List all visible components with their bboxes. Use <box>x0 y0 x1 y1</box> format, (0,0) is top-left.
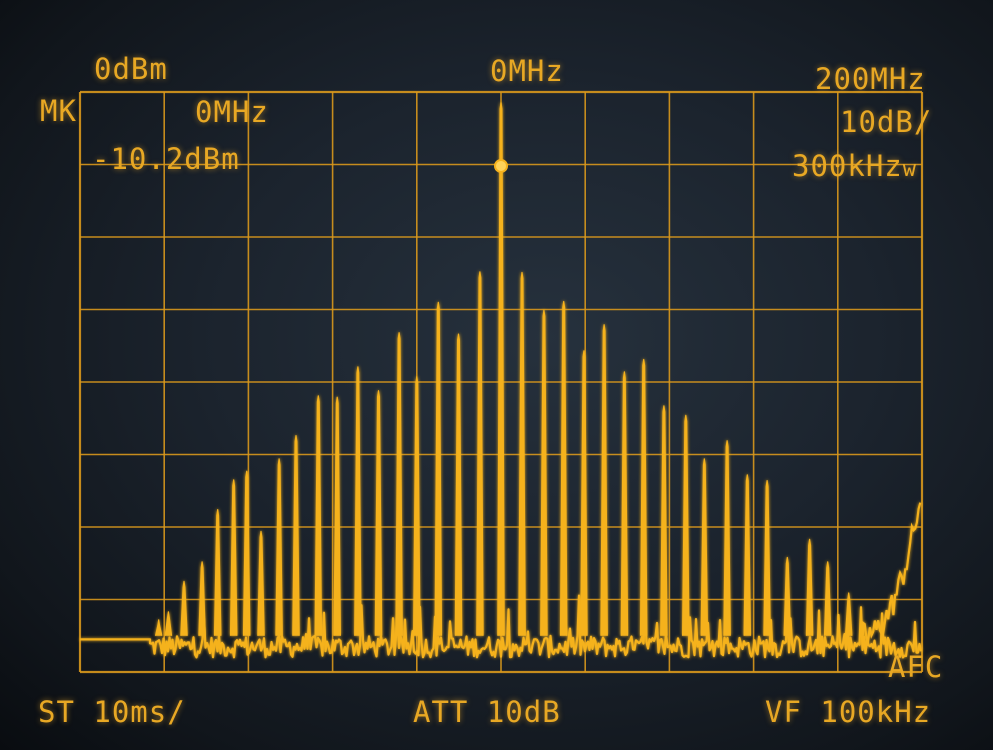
spectral-line <box>497 102 505 636</box>
spectral-line <box>275 458 283 636</box>
spectral-line <box>783 556 792 636</box>
spectral-line <box>333 396 341 636</box>
marker-level-readout: -10.2dBm <box>92 142 240 176</box>
video-filter-readout: VF 100kHz <box>765 695 932 729</box>
spectral-line <box>559 300 568 636</box>
spectral-line <box>844 592 853 636</box>
right-edge-skirt-trace <box>861 502 922 646</box>
spectral-line <box>700 458 709 636</box>
spectral-line <box>314 395 323 636</box>
spectral-line <box>682 414 690 636</box>
afc-indicator: AFC <box>888 650 944 684</box>
spectral-line <box>434 301 443 636</box>
spectral-line <box>518 271 526 636</box>
spectral-line <box>213 509 222 636</box>
noise-floor-trace <box>80 594 923 659</box>
reference-level-readout: 0dBm <box>94 52 168 86</box>
rbw-suffix: w <box>902 157 918 182</box>
spectral-line <box>257 530 265 636</box>
marker-point <box>494 158 508 173</box>
spectral-line <box>374 390 383 636</box>
spectral-line <box>395 332 403 636</box>
resolution-bandwidth-readout: 300kHzw <box>792 152 917 181</box>
marker-layer <box>494 158 508 173</box>
span-readout: 200MHz <box>815 62 926 96</box>
attenuation-readout: ATT 10dB <box>413 695 561 729</box>
spectral-line <box>805 538 814 636</box>
spectral-line <box>639 358 648 636</box>
spectral-line <box>763 480 771 636</box>
rbw-value: 300kHz <box>792 149 903 183</box>
spectral-line <box>242 470 251 636</box>
spectral-line <box>180 580 188 636</box>
spectral-line <box>823 561 832 636</box>
spectral-line <box>600 324 608 636</box>
spectral-line <box>743 474 752 636</box>
spectral-line <box>413 376 421 636</box>
spectral-line <box>292 435 300 636</box>
spectrum-trace <box>80 102 923 659</box>
center-frequency-readout: 0MHz <box>490 54 564 88</box>
spectral-line <box>354 366 362 636</box>
spectral-line <box>476 271 484 636</box>
spectral-line <box>580 350 588 636</box>
spectral-line <box>723 440 731 636</box>
sweep-time-readout: ST 10ms/ <box>38 695 186 729</box>
vertical-scale-readout: 10dB/ <box>840 105 933 139</box>
spectral-line <box>229 479 238 636</box>
marker-label: MK <box>40 94 77 128</box>
spectral-line <box>540 309 548 636</box>
spectral-line <box>620 371 629 636</box>
spectral-line <box>164 611 173 636</box>
marker-frequency-readout: 0MHz <box>195 95 269 129</box>
spectral-line <box>154 619 163 636</box>
spectral-line <box>198 561 206 636</box>
spectral-line <box>660 405 668 636</box>
spectral-line <box>454 333 463 636</box>
